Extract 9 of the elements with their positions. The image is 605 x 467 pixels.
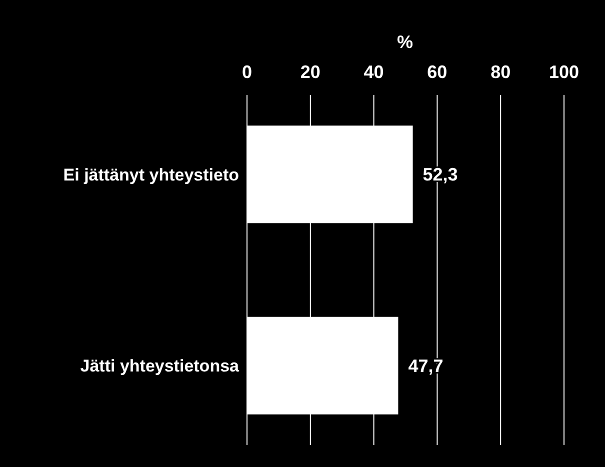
x-tick-label: 60	[427, 62, 448, 82]
x-tick-label: 20	[300, 62, 320, 82]
x-tick-label: 100	[548, 62, 580, 82]
x-axis-title: %	[396, 32, 414, 52]
x-tick-label: 0	[242, 62, 252, 82]
x-tick-label: 80	[490, 62, 511, 82]
y-tick-label: Jätti yhteystietonsa	[80, 356, 240, 376]
x-tick-label: 40	[364, 62, 384, 82]
y-tick-label: Ei jättänyt yhteystieto	[63, 165, 239, 184]
